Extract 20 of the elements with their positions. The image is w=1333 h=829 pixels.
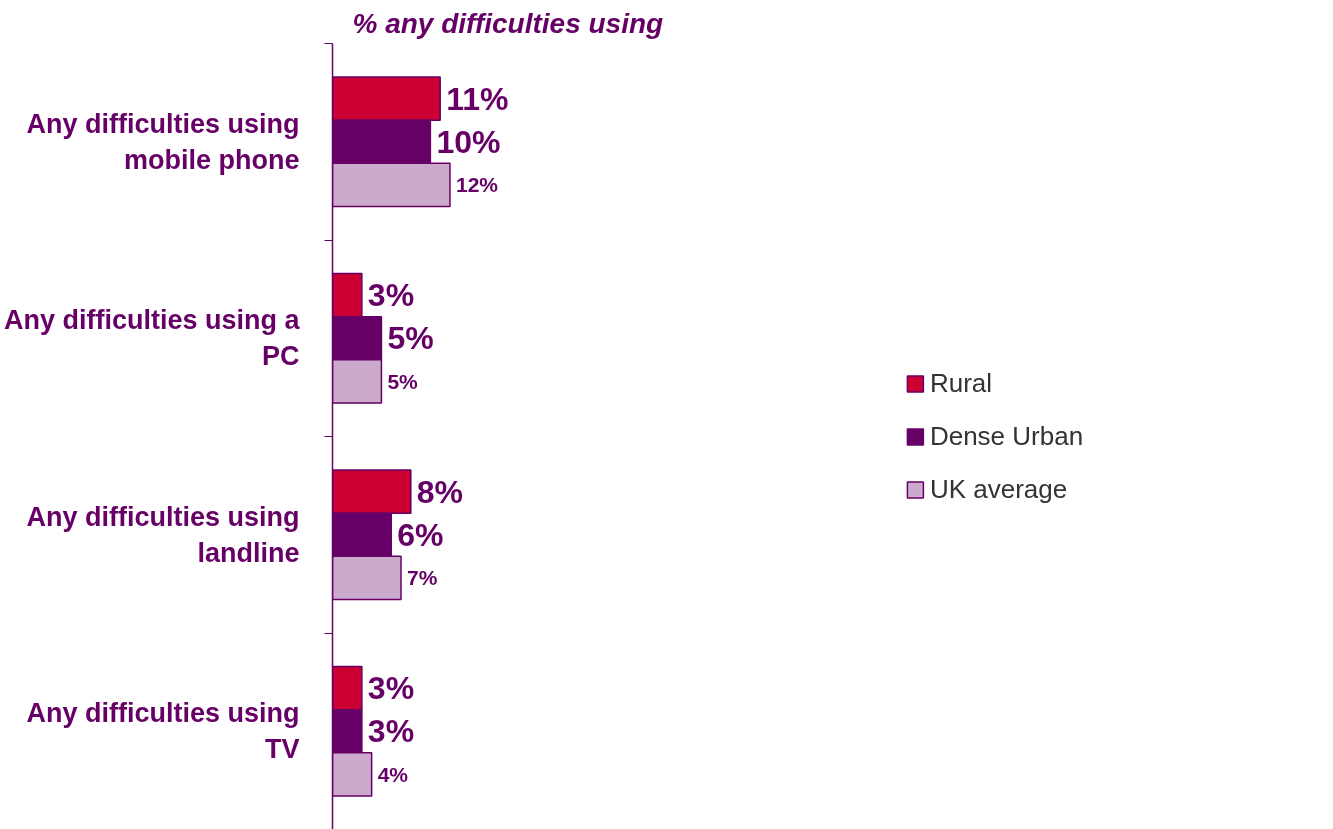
legend-label: Rural <box>929 367 993 399</box>
data-label: 3% <box>367 713 415 750</box>
data-label: 3% <box>367 670 415 707</box>
text: % any difficulties using <box>352 7 664 39</box>
data-label: 5% <box>387 369 419 393</box>
data-label: 8% <box>416 473 464 510</box>
legend-label: UK average <box>929 473 1068 505</box>
y-tick-label: Any difficulties using TV <box>26 698 300 765</box>
data-label: 12% <box>455 173 499 197</box>
data-label: 10% <box>436 123 501 160</box>
y-tick-label: Any difficulties using landline <box>26 501 300 568</box>
legend-label: Dense Urban <box>929 420 1084 452</box>
data-label: 7% <box>407 566 438 590</box>
data-label: 6% <box>397 516 444 553</box>
data-label: 4% <box>377 762 409 786</box>
data-label: 5% <box>387 320 434 357</box>
y-tick-label: Any difficulties using a PC <box>3 305 301 372</box>
data-label: 3% <box>367 277 415 314</box>
data-label: 11% <box>446 80 509 117</box>
y-tick-label: Any difficulties using mobile phone <box>26 108 300 175</box>
